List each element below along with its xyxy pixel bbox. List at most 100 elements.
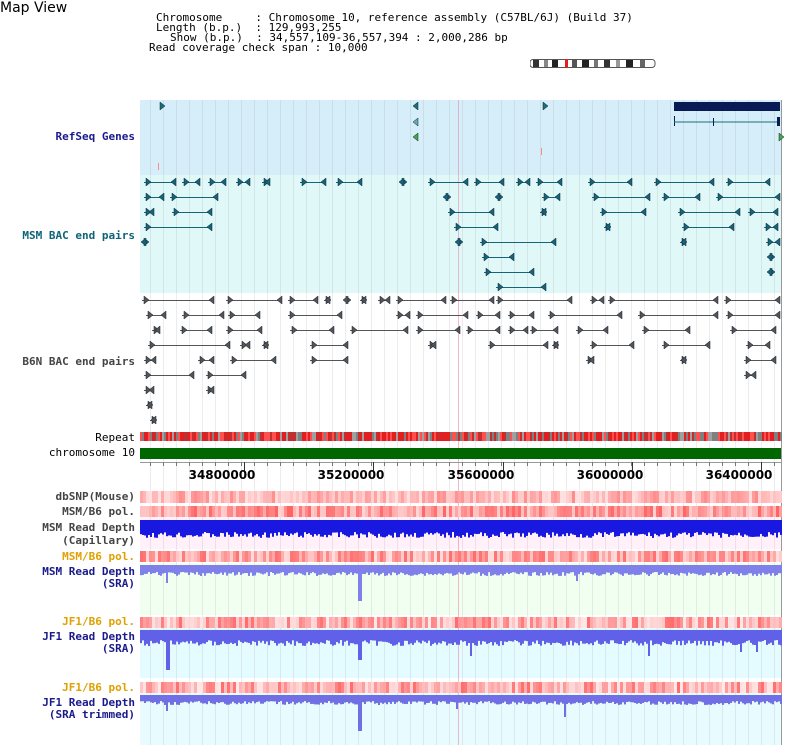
msm-b6-pol-band-1: [167, 506, 170, 517]
repeat-segment: [410, 432, 412, 441]
msm-bac-pair-end: [145, 177, 152, 187]
msm-b6-pol-band-1: [203, 506, 206, 517]
jf1-b6-pol-band-1: [419, 617, 422, 628]
jf1-depth-sra-bar: [366, 630, 368, 643]
jf1-depth-trimmed-bar: [628, 695, 630, 702]
jf1-depth-sra-bar: [718, 630, 720, 644]
msm-b6-pol-band-1: [572, 506, 575, 517]
axis-tick-label: 35600000: [448, 468, 515, 482]
msm-depth-capillary-bar: [620, 520, 622, 534]
jf1-depth-trimmed-bar: [432, 695, 434, 704]
msm-b6-pol-band-1: [371, 506, 374, 517]
msm-depth-sra-bar: [706, 565, 708, 573]
dbsnp-band: [677, 491, 680, 503]
dbsnp-band: [155, 491, 158, 503]
msm-depth-capillary-bar: [458, 520, 460, 537]
jf1-depth-trimmed-bar: [382, 695, 384, 704]
b6n-bac-pair-end: [262, 340, 269, 350]
repeat-segment: [672, 432, 674, 441]
msm-depth-sra-bar: [594, 565, 596, 574]
msm-depth-sra-bar: [432, 565, 434, 576]
jf1-b6-pol-band-1: [485, 617, 488, 628]
jf1-b6-pol-band-2: [239, 682, 242, 693]
msm-depth-capillary-bar: [634, 520, 636, 536]
msm-depth-sra-bar: [328, 565, 330, 576]
dbsnp-band: [257, 491, 260, 503]
dbsnp-band: [248, 491, 251, 503]
jf1-depth-trimmed-bar: [640, 695, 642, 704]
jf1-depth-sra-bar: [756, 630, 758, 652]
msm-bac-pair-end: [454, 237, 461, 247]
msm-depth-capillary-bar: [494, 520, 496, 536]
repeat-segment: [372, 432, 374, 441]
msm-depth-sra-bar: [184, 565, 186, 573]
jf1-depth-trimmed-bar: [538, 695, 540, 704]
b6n-bac-pair-end: [181, 325, 188, 335]
msm-depth-capillary-bar: [370, 520, 372, 534]
msm-depth-capillary-bar: [654, 520, 656, 534]
b6n-bac-pair-end: [218, 310, 225, 320]
label-chromosome: chromosome 10: [48, 446, 135, 459]
repeat-segment: [776, 432, 778, 441]
msm-b6-pol-band-1: [524, 506, 527, 517]
msm-depth-capillary-bar: [422, 520, 424, 537]
jf1-b6-pol-band-2: [140, 682, 143, 693]
jf1-b6-pol-band-2: [413, 682, 416, 693]
msm-b6-pol-band-2: [233, 551, 236, 562]
msm-b6-pol-band-1: [731, 506, 734, 517]
jf1-b6-pol-band-1: [173, 617, 176, 628]
msm-b6-pol-band-2: [236, 551, 239, 562]
msm-depth-sra-bar: [718, 565, 720, 576]
dbsnp-band: [350, 491, 353, 503]
jf1-depth-trimmed-bar: [306, 695, 308, 703]
repeat-segment: [474, 432, 476, 441]
msm-depth-capillary-bar: [180, 520, 182, 537]
jf1-depth-trimmed-bar: [714, 695, 716, 705]
msm-depth-sra-bar: [178, 565, 180, 575]
dbsnp-band: [614, 491, 617, 503]
repeat-segment: [254, 432, 256, 441]
jf1-depth-sra-bar: [444, 630, 446, 642]
dbsnp-band: [314, 491, 317, 503]
msm-depth-capillary-bar: [636, 520, 638, 536]
msm-bac-pair-end: [462, 177, 469, 187]
msm-bac-pair-end: [766, 252, 773, 262]
jf1-depth-trimmed-bar: [674, 695, 676, 703]
jf1-depth-trimmed-bar: [490, 695, 492, 704]
msm-b6-pol-band-1: [698, 506, 701, 517]
chromosome-ideogram[interactable]: [529, 53, 656, 68]
dbsnp-band: [488, 491, 491, 503]
jf1-b6-pol-band-2: [371, 682, 374, 693]
msm-depth-sra-bar: [404, 565, 406, 575]
b6n-bac-pair-end: [454, 325, 461, 335]
jf1-b6-pol-band-1: [167, 617, 170, 628]
b6n-bac-pair-end: [254, 310, 261, 320]
b6n-bac-pair-end: [289, 310, 296, 320]
repeat-segment: [674, 432, 676, 441]
label-dbsnp: dbSNP(Mouse): [55, 490, 135, 503]
jf1-b6-pol-band-2: [464, 682, 467, 693]
jf1-b6-pol-band-2: [179, 682, 182, 693]
jf1-b6-pol-band-1: [767, 617, 770, 628]
repeat-segment: [480, 432, 482, 441]
jf1-depth-sra-bar: [714, 630, 716, 643]
jf1-depth-sra-bar: [220, 630, 222, 645]
jf1-b6-pol-band-1: [689, 617, 692, 628]
msm-depth-capillary-bar: [308, 520, 310, 534]
msm-b6-pol-band-2: [188, 551, 191, 562]
msm-depth-capillary-bar: [232, 520, 234, 537]
msm-b6-pol-band-1: [374, 506, 377, 517]
jf1-b6-pol-band-2: [554, 682, 557, 693]
jf1-b6-pol-band-2: [257, 682, 260, 693]
dbsnp-band: [749, 491, 752, 503]
msm-b6-pol-band-1: [740, 506, 743, 517]
jf1-depth-trimmed-bar: [750, 695, 752, 705]
jf1-depth-sra-bar: [414, 630, 416, 643]
jf1-depth-trimmed-bar: [606, 695, 608, 702]
dbsnp-band: [581, 491, 584, 503]
dbsnp-band: [260, 491, 263, 503]
msm-depth-capillary-bar: [424, 520, 426, 534]
msm-depth-capillary-bar: [382, 520, 384, 538]
jf1-b6-pol-band-2: [281, 682, 284, 693]
